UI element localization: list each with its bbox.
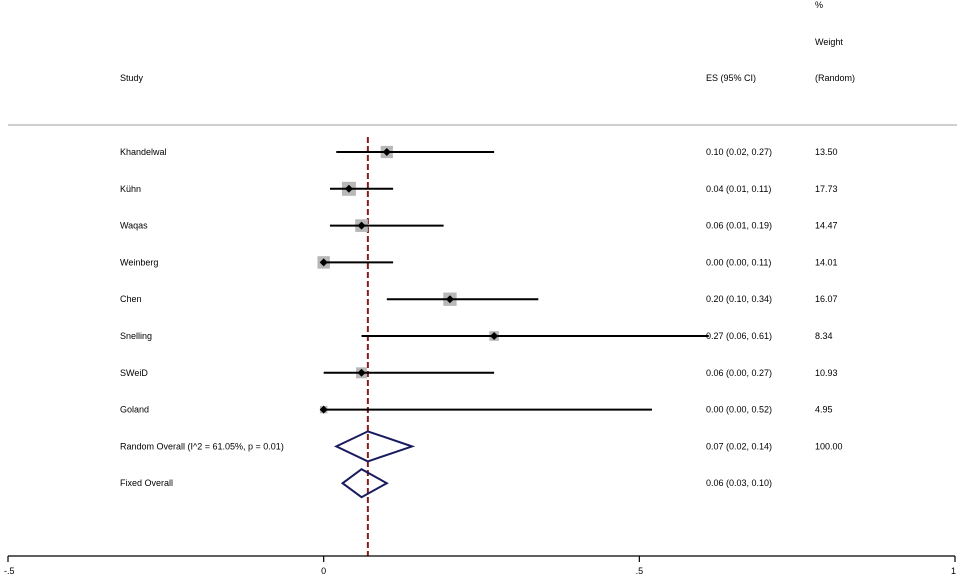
study-weight: 8.34 bbox=[815, 331, 833, 341]
study-point-estimate bbox=[319, 405, 328, 414]
study-weight: 14.47 bbox=[815, 221, 838, 231]
header-study: Study bbox=[120, 73, 144, 83]
study-name: Goland bbox=[120, 405, 149, 415]
study-es-ci: 0.06 (0.00, 0.27) bbox=[706, 368, 772, 378]
study-point-estimate bbox=[382, 148, 391, 156]
study-point-estimate bbox=[357, 368, 366, 377]
study-name: Weinberg bbox=[120, 257, 158, 267]
x-axis-ticks: -.5 0 .5 1 bbox=[4, 556, 956, 576]
study-point-estimate bbox=[490, 332, 499, 340]
study-name: Khandelwal bbox=[120, 147, 167, 157]
header-es-ci: ES (95% CI) bbox=[706, 73, 756, 83]
study-row: Snelling 0.27 (0.06, 0.61) 8.34 bbox=[120, 331, 833, 341]
overall-name: Fixed Overall bbox=[120, 478, 173, 488]
study-row: Chen 0.20 (0.10, 0.34) 16.07 bbox=[120, 292, 838, 306]
overall-es-ci: 0.07 (0.02, 0.14) bbox=[706, 441, 772, 451]
overall-diamond bbox=[333, 430, 416, 463]
overall-name: Random Overall (I^2 = 61.05%, p = 0.01) bbox=[120, 441, 284, 451]
x-tick-label: -.5 bbox=[4, 566, 15, 576]
study-row: Khandelwal 0.10 (0.02, 0.27) 13.50 bbox=[120, 145, 838, 159]
study-row: Waqas 0.06 (0.01, 0.19) 14.47 bbox=[120, 219, 838, 232]
header-weight-label: Weight bbox=[815, 37, 843, 47]
study-row: Kühn 0.04 (0.01, 0.11) 17.73 bbox=[120, 181, 838, 196]
study-rows: Khandelwal 0.10 (0.02, 0.27) 13.50 Kühn 0.04… bbox=[120, 145, 838, 415]
study-point-estimate bbox=[445, 295, 454, 304]
study-row: Weinberg 0.00 (0.00, 0.11) 14.01 bbox=[120, 256, 838, 269]
study-weight: 16.07 bbox=[815, 294, 838, 304]
study-es-ci: 0.06 (0.01, 0.19) bbox=[706, 221, 772, 231]
overall-diamond bbox=[340, 468, 389, 499]
study-weight: 14.01 bbox=[815, 257, 838, 267]
study-es-ci: 0.27 (0.06, 0.61) bbox=[706, 331, 772, 341]
study-point-estimate bbox=[357, 221, 366, 230]
x-tick-label: 0 bbox=[321, 566, 326, 576]
x-tick-label: .5 bbox=[636, 566, 644, 576]
study-row: Goland 0.00 (0.00, 0.52) 4.95 bbox=[120, 405, 833, 415]
study-point-estimate bbox=[319, 258, 328, 267]
study-es-ci: 0.00 (0.00, 0.11) bbox=[706, 257, 771, 267]
header-weight-symbol: % bbox=[815, 0, 823, 10]
overall-row: Fixed Overall 0.06 (0.03, 0.10) bbox=[120, 468, 772, 499]
overall-row: Random Overall (I^2 = 61.05%, p = 0.01) 0… bbox=[120, 430, 843, 463]
study-name: Kühn bbox=[120, 184, 141, 194]
study-name: Snelling bbox=[120, 331, 152, 341]
x-tick-label: 1 bbox=[951, 566, 956, 576]
overall-rows: Random Overall (I^2 = 61.05%, p = 0.01) 0… bbox=[120, 430, 843, 499]
study-weight: 17.73 bbox=[815, 184, 838, 194]
study-es-ci: 0.10 (0.02, 0.27) bbox=[706, 147, 772, 157]
study-es-ci: 0.04 (0.01, 0.11) bbox=[706, 184, 771, 194]
overall-weight: 100.00 bbox=[815, 441, 843, 451]
study-point-estimate bbox=[344, 184, 353, 193]
study-weight: 10.93 bbox=[815, 368, 838, 378]
study-es-ci: 0.00 (0.00, 0.52) bbox=[706, 405, 772, 415]
study-weight: 4.95 bbox=[815, 405, 833, 415]
study-name: Waqas bbox=[120, 221, 148, 231]
study-es-ci: 0.20 (0.10, 0.34) bbox=[706, 294, 772, 304]
study-row: SWeiD 0.06 (0.00, 0.27) 10.93 bbox=[120, 367, 838, 379]
study-name: SWeiD bbox=[120, 368, 148, 378]
study-name: Chen bbox=[120, 294, 142, 304]
study-weight: 13.50 bbox=[815, 147, 838, 157]
header-weight-random: (Random) bbox=[815, 73, 855, 83]
overall-es-ci: 0.06 (0.03, 0.10) bbox=[706, 478, 772, 488]
